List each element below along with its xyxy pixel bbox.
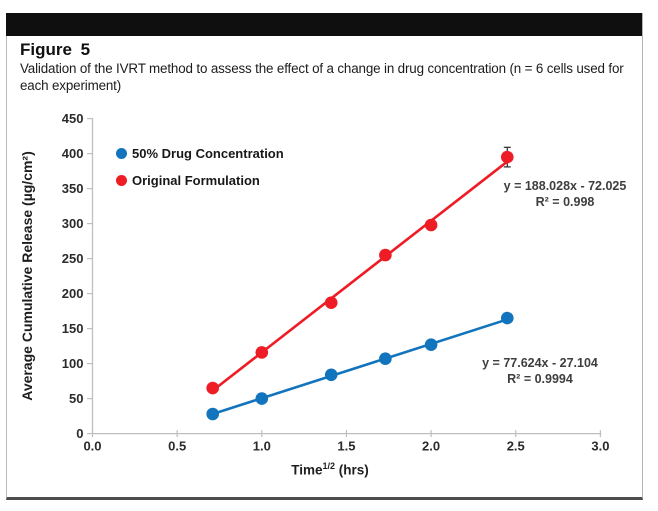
x-axis-title: Time1/2 (hrs) bbox=[230, 461, 430, 478]
data-point bbox=[424, 218, 438, 232]
data-point bbox=[324, 368, 338, 382]
y-tick-label: 300 bbox=[62, 216, 84, 231]
data-point bbox=[379, 248, 392, 262]
x-axis-title-main: Time bbox=[291, 462, 323, 478]
y-tick-label: 250 bbox=[62, 251, 84, 266]
y-axis-title: Average Cumulative Release (µg/cm²) bbox=[19, 151, 35, 401]
legend-label: Original Formulation bbox=[132, 172, 260, 188]
equation-text: y = 188.028x - 72.025 bbox=[503, 179, 627, 193]
data-point bbox=[324, 296, 338, 310]
legend-marker-red-icon bbox=[116, 174, 127, 186]
x-axis-title-unit: (hrs) bbox=[335, 462, 369, 478]
figure-caption: Validation of the IVRT method to assess … bbox=[20, 61, 624, 93]
figure-label: Figure 5 bbox=[20, 40, 91, 59]
trendline-equation-50pct: y = 77.624x - 27.104 R² = 0.9994 bbox=[450, 355, 630, 387]
y-tick-label: 150 bbox=[62, 321, 84, 336]
y-tick-label: 200 bbox=[62, 286, 84, 301]
y-tick-label: 450 bbox=[62, 111, 84, 126]
x-tick-label: 0.5 bbox=[168, 439, 186, 454]
data-point bbox=[255, 392, 269, 405]
legend-item-50pct: 50% Drug Concentration bbox=[116, 145, 284, 161]
data-point bbox=[424, 338, 438, 352]
data-point bbox=[255, 346, 269, 359]
data-point bbox=[206, 407, 220, 421]
data-point bbox=[206, 381, 220, 395]
trendline-equation-original: y = 188.028x - 72.025 R² = 0.998 bbox=[475, 178, 655, 210]
y-tick-label: 50 bbox=[69, 391, 83, 406]
x-tick-label: 2.0 bbox=[422, 439, 440, 454]
y-tick-label: 400 bbox=[62, 146, 84, 161]
x-axis-title-superscript: 1/2 bbox=[322, 461, 336, 471]
data-point bbox=[500, 150, 514, 164]
y-tick-label: 100 bbox=[62, 356, 84, 371]
x-tick-label: 3.0 bbox=[591, 439, 609, 454]
r-squared-text: R² = 0.9994 bbox=[507, 372, 573, 386]
x-tick-label: 1.0 bbox=[253, 439, 271, 454]
equation-text: y = 77.624x - 27.104 bbox=[482, 356, 598, 370]
y-tick-label: 0 bbox=[76, 426, 83, 441]
y-tick-label: 350 bbox=[62, 181, 84, 196]
legend-item-original: Original Formulation bbox=[116, 172, 284, 188]
r-squared-text: R² = 0.998 bbox=[535, 195, 595, 209]
legend-marker-blue-icon bbox=[116, 147, 127, 159]
legend-label: 50% Drug Concentration bbox=[132, 145, 284, 161]
data-point bbox=[500, 311, 514, 325]
x-tick-label: 1.5 bbox=[337, 439, 355, 454]
x-tick-label: 2.5 bbox=[507, 439, 525, 454]
figure-card bbox=[6, 13, 643, 500]
data-point bbox=[379, 352, 392, 366]
chart-legend: 50% Drug Concentration Original Formulat… bbox=[116, 145, 284, 199]
x-tick-label: 0.0 bbox=[83, 439, 101, 454]
figure-header-bar bbox=[6, 13, 642, 36]
